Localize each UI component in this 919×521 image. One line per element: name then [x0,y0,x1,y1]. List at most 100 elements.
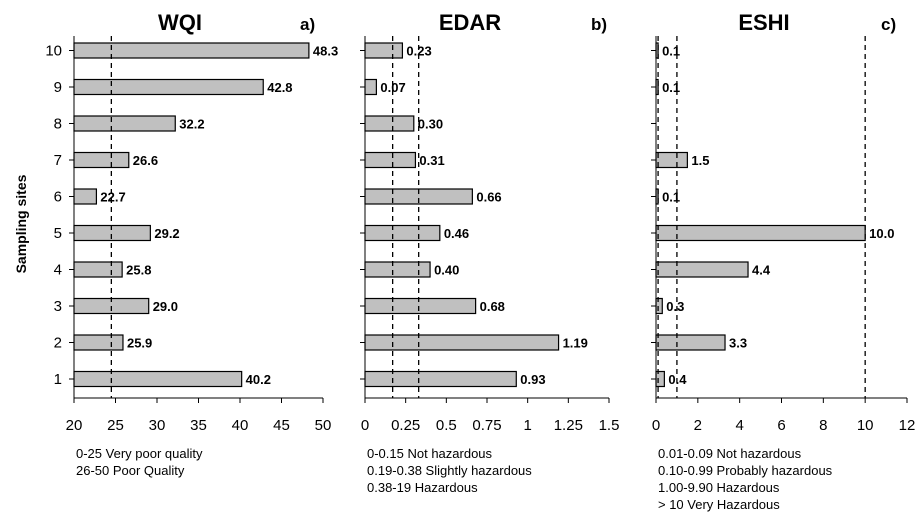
y-tick-label: 1 [54,371,62,388]
panel-letter: b) [591,15,607,34]
y-tick-label: 7 [54,152,62,169]
data-label: 29.0 [153,299,178,314]
y-tick-label: 5 [54,225,62,242]
data-label: 0.31 [419,153,444,168]
data-label: 32.2 [179,117,204,132]
legend-line: 0.10-0.99 Probably hazardous [658,463,833,478]
y-tick-label: 10 [45,43,62,60]
bar-site-4 [364,261,431,278]
bar-site-7 [655,151,688,169]
bar-site-4 [73,261,123,278]
bar-site-3 [655,297,663,315]
x-tick-label: 20 [66,417,83,434]
bar-site-8 [73,115,176,132]
data-label: 0.1 [662,44,680,59]
x-tick-label: 8 [819,417,827,434]
x-tick-label: 0 [361,417,369,434]
bar-site-2 [364,334,560,351]
data-label: 25.8 [126,263,151,278]
bar-site-5 [364,224,441,242]
panel-title: EDAR [439,10,501,35]
bar-site-7 [364,151,417,169]
bar-site-10 [364,42,404,59]
panel-title: ESHI [738,10,789,35]
data-label: 25.9 [127,336,152,351]
bar-site-3 [364,297,477,315]
bar-site-6 [73,188,98,205]
data-label: 10.0 [869,226,894,241]
bar-site-8 [364,115,415,132]
x-tick-label: 30 [149,417,166,434]
data-label: 29.2 [154,226,179,241]
x-tick-label: 12 [899,417,916,434]
data-label: 0.4 [668,372,687,387]
y-tick-label: 6 [54,189,62,206]
data-label: 48.3 [313,44,338,59]
data-label: 26.6 [133,153,158,168]
y-tick-label: 4 [54,262,62,279]
y-axis-label: Sampling sites [13,174,29,273]
x-tick-label: 0.25 [391,417,420,434]
y-tick-label: 9 [54,79,62,96]
x-tick-label: 40 [232,417,249,434]
panel-letter: a) [300,15,315,34]
y-tick-label: 3 [54,298,62,315]
data-label: 0.93 [520,372,545,387]
data-label: 0.1 [662,190,680,205]
x-tick-label: 4 [735,417,743,434]
x-tick-label: 1.5 [599,417,620,434]
bar-site-1 [364,370,517,388]
data-label: 22.7 [100,190,125,205]
y-tick-label: 8 [54,116,62,133]
data-label: 0.30 [418,117,443,132]
bar-site-10 [655,42,659,59]
data-label: 0.68 [480,299,505,314]
x-tick-label: 25 [107,417,124,434]
data-label: 4.4 [752,263,771,278]
bar-site-2 [655,334,726,351]
x-tick-label: 1 [523,417,531,434]
bar-site-9 [364,78,377,96]
bar-site-9 [655,78,659,96]
panel-eshi: ESHI c) 0 2 4 6 8 10 12 0.4 3.3 0.3 4.4 10.0 0.1 1.5 0.1… [651,10,915,512]
data-label: 0.23 [406,44,431,59]
data-label: 40.2 [246,372,271,387]
data-label: 1.19 [563,336,588,351]
data-label: 0.46 [444,226,469,241]
bar-site-10 [73,42,310,59]
panel-title: WQI [158,10,202,35]
panel-letter: c) [881,15,896,34]
data-label: 0.1 [662,80,680,95]
x-tick-label: 2 [694,417,702,434]
bar-site-5 [73,224,151,242]
x-tick-label: 10 [857,417,874,434]
legend-line: 0.01-0.09 Not hazardous [658,446,802,461]
legend-line: 26-50 Poor Quality [76,463,185,478]
legend-line: 0-0.15 Not hazardous [367,446,493,461]
bar-site-1 [73,370,243,388]
data-label: 1.5 [691,153,709,168]
x-tick-label: 6 [777,417,785,434]
bar-site-5 [655,224,866,242]
bar-site-6 [655,188,659,205]
bar-site-2 [73,334,124,351]
x-tick-label: 0.75 [472,417,501,434]
bar-site-7 [73,151,130,169]
bar-site-4 [655,261,749,278]
legend-line: 0-25 Very poor quality [76,446,203,461]
data-label: 0.3 [666,299,684,314]
legend-line: 0.19-0.38 Slightly hazardous [367,463,532,478]
legend-line: 0.38-19 Hazardous [367,480,478,495]
data-label: 3.3 [729,336,747,351]
legend-line: > 10 Very Hazardous [658,497,780,512]
x-tick-label: 0 [652,417,660,434]
bar-site-9 [73,78,264,96]
data-label: 42.8 [267,80,292,95]
x-tick-label: 50 [315,417,332,434]
y-tick-label: 2 [54,335,62,352]
data-label: 0.66 [476,190,501,205]
panel-edar: EDAR b) 0 0.25 0.5 0.75 1 1.25 1.5 0.93 1.19 0.68 0.… [360,10,619,495]
